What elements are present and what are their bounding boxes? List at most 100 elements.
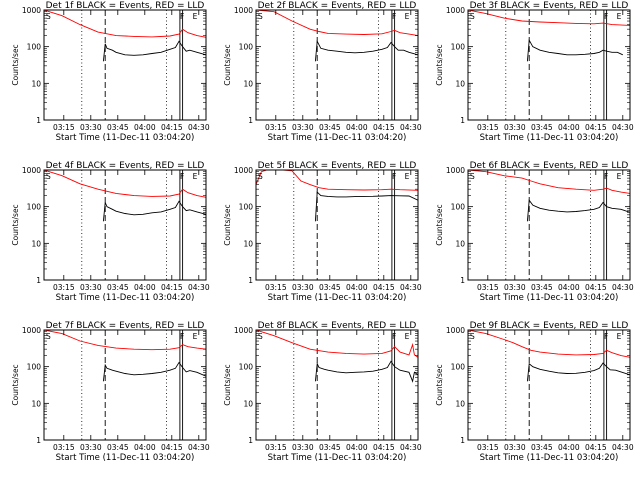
x-tick-label: 03:15 xyxy=(477,283,499,292)
y-tick-label: 1 xyxy=(460,276,465,285)
x-tick-label: 04:30 xyxy=(188,283,210,292)
x-tick-label: 03:30 xyxy=(80,123,102,132)
y-tick-label: 1 xyxy=(36,116,41,125)
x-tick-label: 04:30 xyxy=(400,283,422,292)
series-line-lld xyxy=(44,10,206,38)
y-axis-label: Counts/sec xyxy=(223,44,232,85)
y-tick-label: 10 xyxy=(455,79,465,88)
x-axis-label: Start Time (11-Dec-11 03:04:20) xyxy=(480,293,619,303)
x-tick-label: 03:45 xyxy=(107,443,129,452)
y-axis-label: Counts/sec xyxy=(435,364,444,405)
marker-s: S xyxy=(470,172,475,181)
x-tick-label: 04:00 xyxy=(346,283,368,292)
x-tick-label: 04:15 xyxy=(161,283,183,292)
marker-s: S xyxy=(46,332,51,341)
y-tick-label: 1000 xyxy=(446,166,465,175)
y-axis-label: Counts/sec xyxy=(223,204,232,245)
x-axis-label: Start Time (11-Dec-11 03:04:20) xyxy=(56,453,195,463)
y-tick-label: 1 xyxy=(248,276,253,285)
marker-e: E xyxy=(193,172,198,181)
series-line-events xyxy=(102,40,206,62)
series-line-events xyxy=(314,39,418,62)
panel-title: Det 2f BLACK = Events, RED = LLD xyxy=(258,1,417,11)
x-tick-label: 04:15 xyxy=(585,443,607,452)
y-tick-label: 10 xyxy=(243,399,253,408)
x-tick-label: 03:45 xyxy=(531,123,553,132)
x-tick-label: 03:15 xyxy=(53,283,75,292)
series-line-lld xyxy=(256,10,418,37)
marker-s: S xyxy=(470,12,475,21)
y-axis-label: Counts/sec xyxy=(435,204,444,245)
x-tick-label: 03:15 xyxy=(53,443,75,452)
x-tick-label: 03:15 xyxy=(265,283,287,292)
x-tick-label: 04:30 xyxy=(612,443,634,452)
x-axis-label: Start Time (11-Dec-11 03:04:20) xyxy=(268,293,407,303)
y-tick-label: 10 xyxy=(31,79,41,88)
marker-f: F xyxy=(392,332,396,341)
y-tick-label: 1000 xyxy=(22,6,41,15)
marker-s: S xyxy=(470,332,475,341)
y-tick-label: 1000 xyxy=(446,6,465,15)
x-axis-label: Start Time (11-Dec-11 03:04:20) xyxy=(268,453,407,463)
y-tick-label: 1 xyxy=(36,436,41,445)
y-tick-label: 10 xyxy=(243,79,253,88)
marker-s: S xyxy=(258,332,263,341)
series-line-lld xyxy=(256,330,418,358)
x-tick-label: 04:00 xyxy=(134,283,156,292)
x-tick-label: 04:00 xyxy=(134,123,156,132)
marker-e: E xyxy=(617,332,622,341)
y-tick-label: 1 xyxy=(248,436,253,445)
series-line-lld xyxy=(468,170,630,194)
x-tick-label: 04:15 xyxy=(585,283,607,292)
series-line-lld xyxy=(44,330,206,351)
x-tick-label: 04:30 xyxy=(400,123,422,132)
panel-title: Det 7f BLACK = Events, RED = LLD xyxy=(46,321,205,331)
x-tick-label: 04:15 xyxy=(373,283,395,292)
x-tick-label: 04:30 xyxy=(400,443,422,452)
x-tick-label: 04:00 xyxy=(558,283,580,292)
x-axis-label: Start Time (11-Dec-11 03:04:20) xyxy=(480,133,619,143)
x-axis-label: Start Time (11-Dec-11 03:04:20) xyxy=(56,133,195,143)
y-tick-label: 10 xyxy=(243,239,253,248)
plot-frame xyxy=(467,9,631,121)
panel-title: Det 9f BLACK = Events, RED = LLD xyxy=(470,321,629,331)
panel-title: Det 5f BLACK = Events, RED = LLD xyxy=(258,161,417,171)
x-tick-label: 03:15 xyxy=(265,123,287,132)
marker-e: E xyxy=(193,12,198,21)
x-axis-label: Start Time (11-Dec-11 03:04:20) xyxy=(480,453,619,463)
x-tick-label: 03:45 xyxy=(319,283,341,292)
x-tick-label: 03:15 xyxy=(265,443,287,452)
x-tick-label: 04:15 xyxy=(161,123,183,132)
y-axis-label: Counts/sec xyxy=(11,204,20,245)
x-tick-label: 04:00 xyxy=(558,443,580,452)
y-tick-label: 1 xyxy=(460,436,465,445)
series-line-events xyxy=(314,360,418,383)
y-tick-label: 100 xyxy=(239,363,254,372)
y-axis-label: Counts/sec xyxy=(11,44,20,85)
x-tick-label: 04:00 xyxy=(346,123,368,132)
x-tick-label: 03:30 xyxy=(292,123,314,132)
marker-s: S xyxy=(46,12,51,21)
y-tick-label: 1 xyxy=(36,276,41,285)
panel-title: Det 8f BLACK = Events, RED = LLD xyxy=(258,321,417,331)
series-line-events xyxy=(526,198,630,222)
x-tick-label: 03:15 xyxy=(477,123,499,132)
x-tick-label: 04:00 xyxy=(558,123,580,132)
y-axis-label: Counts/sec xyxy=(223,364,232,405)
x-tick-label: 04:15 xyxy=(585,123,607,132)
y-tick-label: 100 xyxy=(451,363,466,372)
y-tick-label: 100 xyxy=(239,43,254,52)
x-tick-label: 04:00 xyxy=(134,443,156,452)
x-tick-label: 03:15 xyxy=(477,443,499,452)
marker-s: S xyxy=(258,172,263,181)
y-tick-label: 10 xyxy=(455,399,465,408)
x-tick-label: 03:30 xyxy=(292,283,314,292)
x-tick-label: 03:30 xyxy=(504,283,526,292)
x-tick-label: 03:45 xyxy=(319,443,341,452)
y-tick-label: 100 xyxy=(27,203,42,212)
y-tick-label: 100 xyxy=(27,43,42,52)
